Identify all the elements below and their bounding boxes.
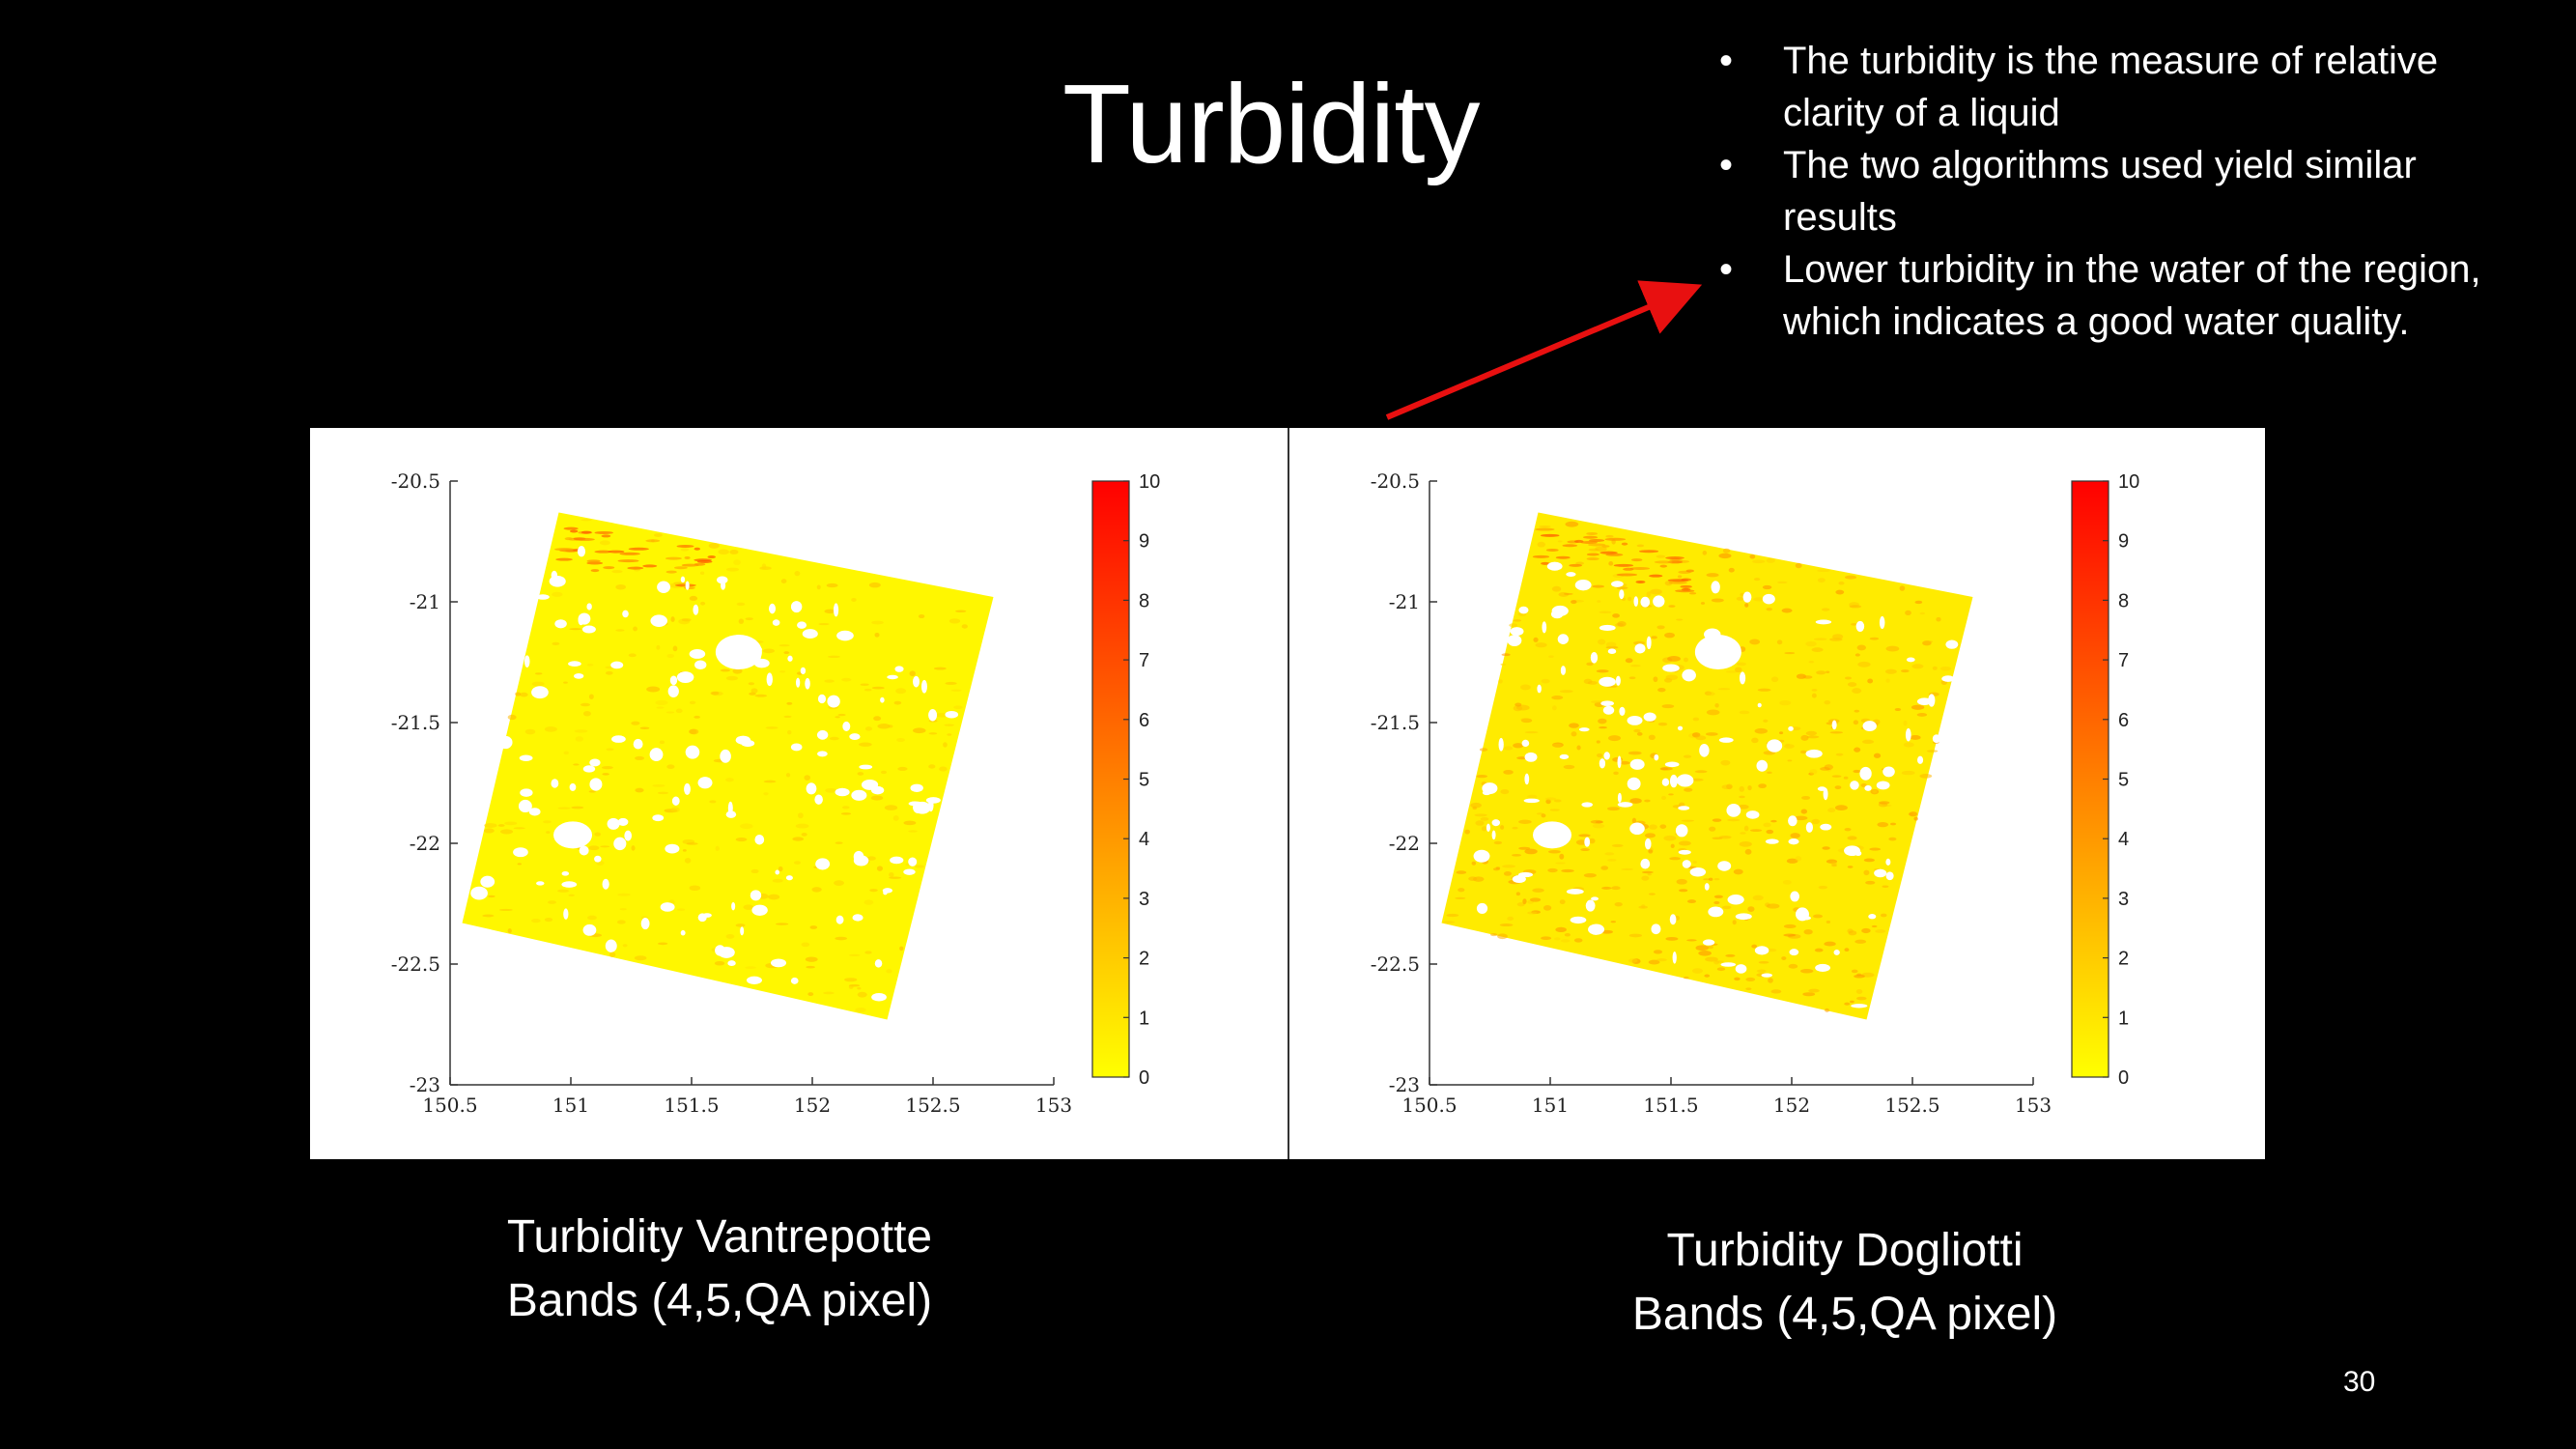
colorbar-tick-label: 10 [2118,471,2139,493]
colorbar-tick-label: 7 [2118,650,2129,671]
turbidity-vantrepotte-map: 150.5 151 151.5 152 152.5 153-20.5-21-21.5-22… [391,469,1161,1117]
x-tick-label: 152.5 [905,1094,960,1117]
y-tick-label: -20.5 [391,469,440,493]
colorbar-tick-label: 1 [2118,1008,2129,1029]
x-tick-label: 152 [1773,1094,1810,1117]
y-tick-label: -20.5 [1371,469,1420,493]
caption-line: Turbidity Dogliotti [1666,1225,2024,1276]
x-tick-label: 151.5 [664,1094,719,1117]
turbidity-scene [462,512,994,1020]
colorbar-tick-label: 9 [1139,531,1149,553]
colorbar-tick-label: 6 [1139,710,1149,731]
slide-title: Turbidity [1062,61,1480,186]
bullet-item: Lower turbidity in the water of the regi… [1719,243,2511,348]
turbidity-dogliotti-map: 150.5 151 151.5 152 152.5 153-20.5-21-21.5-22… [1371,469,2140,1117]
y-tick-label: -21 [1389,590,1420,613]
x-tick-label: 151.5 [1643,1094,1698,1117]
y-tick-label: -22 [410,832,440,855]
vantrepotte-map-panel: 150.5 151 151.5 152 152.5 153 -20.5 -21 -21.5 -22… [310,428,1288,1159]
colorbar-gradient [2071,480,2109,1078]
dogliotti-caption: Turbidity Dogliotti Bands (4,5,QA pixel) [1478,1219,2212,1347]
page-number: 30 [2343,1366,2376,1398]
x-tick-label: 152.5 [1884,1094,1939,1117]
x-tick-label: 150.5 [1401,1094,1457,1117]
y-tick-label: -21.5 [1371,711,1420,734]
colorbar-tick-label: 0 [2118,1067,2129,1089]
colorbar-tick-label: 6 [2118,710,2129,731]
y-tick-label: -21 [410,590,440,613]
bullet-list: The turbidity is the measure of relative… [1719,35,2511,348]
y-tick-label: -22 [1389,832,1420,855]
dogliotti-map-panel: 150.5 151 151.5 152 152.5 153 -20.5 -21 -21.5 -22… [1288,428,2265,1159]
colorbar-tick-label: 4 [1139,829,1149,850]
colorbar-tick-label: 2 [2118,949,2129,970]
colorbar-tick-label: 8 [2118,590,2129,611]
y-tick-label: -22.5 [391,952,440,976]
bullet-item: The turbidity is the measure of relative… [1719,35,2511,139]
y-tick-label: -22.5 [1371,952,1420,976]
y-tick-label: -21.5 [391,711,440,734]
caption-line: Bands (4,5,QA pixel) [506,1275,933,1326]
x-tick-label: 153 [2015,1094,2052,1117]
y-tick-label: -23 [1389,1073,1420,1096]
colorbar-tick-label: 3 [1139,889,1149,910]
colorbar-tick-label: 10 [1139,471,1160,493]
scene-texture [470,519,968,1012]
scene-texture [1442,521,1960,1012]
x-tick-label: 151 [1532,1094,1569,1117]
colorbar-tick-label: 9 [2118,531,2129,553]
bullet-item: The two algorithms used yield similar re… [1719,139,2511,243]
colorbar-tick-label: 3 [2118,889,2129,910]
vantrepotte-caption: Turbidity Vantrepotte Bands (4,5,QA pixe… [353,1206,1087,1333]
axes: 150.5 151 151.5 152 152.5 153 -20.5 -21 -21.5 -22… [1371,469,2052,1117]
x-tick-label: 153 [1035,1094,1072,1117]
colorbar-tick-label: 2 [1139,949,1149,970]
colorbar-tick-label: 8 [1139,590,1149,611]
colorbar-tick-label: 7 [1139,650,1149,671]
x-tick-label: 151 [552,1094,589,1117]
caption-line: Bands (4,5,QA pixel) [1631,1289,2058,1340]
caption-line: Turbidity Vantrepotte [506,1211,933,1263]
axes: 150.5 151 151.5 152 152.5 153 -20.5 -21 -21.5 -22… [391,469,1072,1117]
x-tick-label: 152 [794,1094,831,1117]
colorbar-tick-label: 1 [1139,1008,1149,1029]
colorbar-tick-label: 4 [2118,829,2129,850]
x-tick-label: 150.5 [422,1094,477,1117]
colorbar-tick-label: 0 [1139,1067,1149,1089]
colorbar-gradient [1091,480,1130,1078]
y-tick-label: -23 [410,1073,440,1096]
colorbar: 0 1 2 3 4 5 6 7 8 9 10 [2071,471,2139,1089]
colorbar-tick-label: 5 [2118,770,2129,791]
colorbar: 0 1 2 3 4 5 6 7 8 9 10 [1091,471,1160,1089]
colorbar-tick-label: 5 [1139,770,1149,791]
